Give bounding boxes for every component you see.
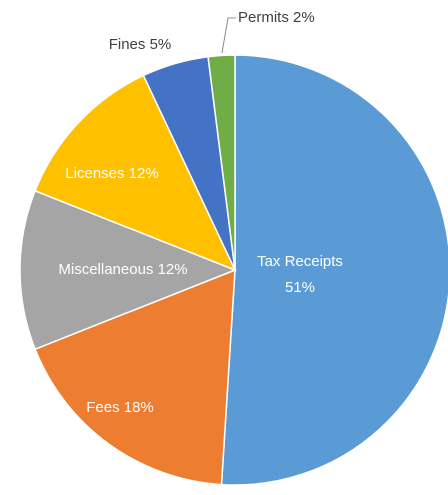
label-category: Licenses bbox=[65, 165, 124, 182]
label-category: Fines bbox=[109, 36, 146, 53]
data-label: Fines 5% bbox=[109, 36, 172, 53]
data-label: Miscellaneous 12% bbox=[58, 261, 187, 278]
pie-slice bbox=[34, 74, 237, 272]
label-value: 12% bbox=[158, 261, 188, 278]
data-label: Licenses 12% bbox=[65, 165, 158, 182]
label-value: 2% bbox=[293, 9, 315, 26]
label-value: 5% bbox=[150, 36, 172, 53]
data-label: 51% bbox=[285, 279, 315, 296]
pie-slice bbox=[220, 54, 448, 486]
pie-slice bbox=[19, 189, 238, 351]
data-label: Permits 2% bbox=[238, 9, 315, 26]
label-category: Miscellaneous bbox=[58, 261, 153, 278]
label-value: 18% bbox=[124, 399, 154, 416]
leader-line bbox=[221, 17, 236, 54]
data-label: Tax Receipts bbox=[257, 253, 343, 270]
data-label: Fees 18% bbox=[86, 399, 154, 416]
label-category: Permits bbox=[238, 9, 289, 26]
pie-slice bbox=[207, 54, 236, 271]
label-value: 12% bbox=[129, 165, 159, 182]
label-category: Fees bbox=[86, 399, 119, 416]
pie-slice bbox=[34, 268, 236, 486]
